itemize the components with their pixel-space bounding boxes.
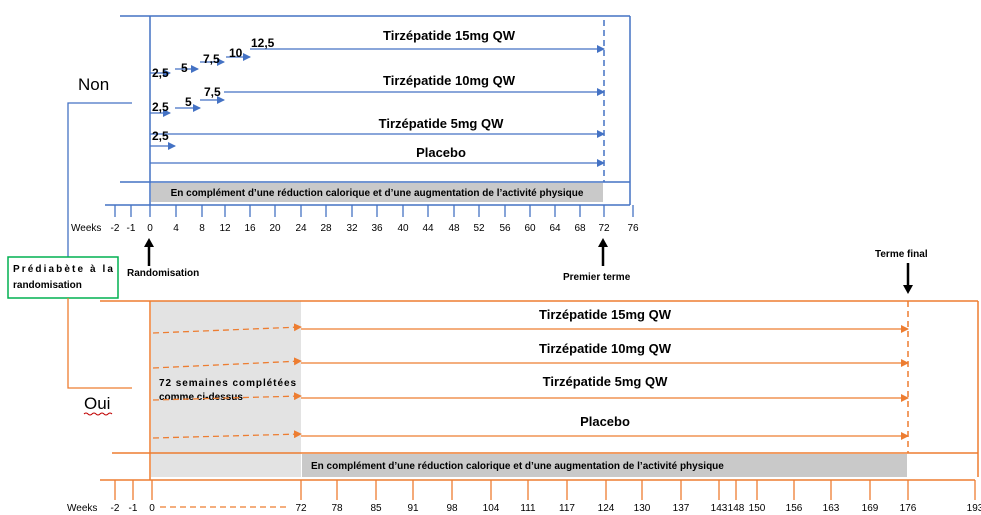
axis-tick-label: 32: [346, 223, 358, 234]
axis-tick-label: 117: [559, 503, 575, 514]
top-band-text: En complément d’une réduction calorique …: [171, 188, 584, 199]
arm-5mg-top: 2,5 Tirzépatide 5mg QW: [150, 116, 605, 150]
axis-tick-label: 68: [574, 223, 586, 234]
completed-text-line-1: 72 semaines complétées: [159, 378, 296, 389]
arm-label-15mg-bottom: Tirzépatide 15mg QW: [539, 307, 672, 322]
axis-tick-label: 16: [244, 223, 256, 234]
top-panel: En complément d’une réduction calorique …: [71, 15, 639, 234]
premier-terme-arrow-head: [598, 238, 608, 247]
arm-15mg-top: 2,5 5 7,5 10 12,5 Tirzépatide 15mg QW: [150, 28, 605, 80]
bottom-axis-ticks: [114, 480, 976, 500]
axis-tick-label: 150: [749, 503, 766, 514]
arm-label: Tirzépatide 5mg QW: [379, 116, 504, 131]
randomisation-label: Randomisation: [127, 268, 199, 279]
randomisation-arrow-head: [144, 238, 154, 247]
prediabetes-box: [7, 256, 119, 299]
axis-tick-label: -1: [129, 503, 138, 514]
axis-tick-label: 48: [448, 223, 460, 234]
arm-label-5mg-bottom: Tirzépatide 5mg QW: [543, 374, 668, 389]
top-axis-ticks: [114, 205, 634, 217]
axis-tick-label: 44: [422, 223, 434, 234]
arm-label: Tirzépatide 10mg QW: [383, 73, 516, 88]
dose-label: 2,5: [152, 129, 169, 143]
premier-terme-label: Premier terme: [563, 272, 631, 283]
axis-tick-label: 193: [967, 503, 981, 514]
dose-label: 2,5: [152, 66, 169, 80]
dose-label: 2,5: [152, 100, 169, 114]
completed-dashed-arrow: [152, 392, 302, 401]
axis-tick-label: 91: [407, 503, 419, 514]
completed-dashed-arrow: [152, 357, 302, 369]
arm-10mg-top: 2,5 5 7,5 Tirzépatide 10mg QW: [150, 73, 605, 117]
axis-tick-label: 98: [446, 503, 458, 514]
top-weeks-label: Weeks: [71, 223, 101, 234]
axis-tick-label: 40: [397, 223, 409, 234]
arm-placebo-top: Placebo: [150, 145, 605, 167]
axis-tick-label: 52: [473, 223, 485, 234]
oui-label: Oui: [84, 394, 110, 413]
axis-tick-label: 28: [320, 223, 332, 234]
axis-tick-label: 85: [370, 503, 382, 514]
axis-tick-label: 4: [173, 223, 179, 234]
top-band: [151, 183, 603, 202]
axis-tick-label: 148: [728, 503, 745, 514]
axis-tick-label: -2: [111, 223, 120, 234]
axis-tick-label: 76: [627, 223, 639, 234]
terme-final-label: Terme final: [875, 249, 928, 260]
arm-label: Tirzépatide 15mg QW: [383, 28, 516, 43]
axis-tick-label: -2: [111, 503, 120, 514]
dose-label: 12,5: [251, 36, 275, 50]
axis-tick-label: 78: [331, 503, 343, 514]
arm-label: Placebo: [416, 145, 466, 160]
axis-tick-label: 72: [295, 503, 307, 514]
bottom-axis-tick-labels: -2 -1 0 72 78 85 91 98 104 111 117 124 130 137 143 148 1…: [111, 503, 981, 514]
axis-tick-label: 12: [219, 223, 231, 234]
bottom-band-text: En complément d’une réduction calorique …: [311, 461, 724, 472]
axis-tick-label: 104: [483, 503, 500, 514]
axis-tick-label: 64: [549, 223, 561, 234]
arm-label-placebo-bottom: Placebo: [580, 414, 630, 429]
axis-tick-label: 137: [673, 503, 690, 514]
axis-tick-label: 72: [598, 223, 610, 234]
non-label: Non: [78, 75, 109, 94]
axis-tick-label: 8: [199, 223, 205, 234]
axis-tick-label: 20: [269, 223, 281, 234]
axis-tick-label: 156: [786, 503, 803, 514]
axis-tick-label: 56: [499, 223, 511, 234]
axis-tick-label: 124: [598, 503, 615, 514]
completed-dashed-arrow: [152, 430, 302, 439]
bottom-band: [302, 454, 907, 477]
axis-tick-label: 130: [634, 503, 651, 514]
bottom-weeks-label: Weeks: [67, 503, 97, 514]
axis-tick-label: 60: [524, 223, 536, 234]
arm-label-10mg-bottom: Tirzépatide 10mg QW: [539, 341, 672, 356]
dose-label: 7,5: [203, 52, 220, 66]
axis-tick-label: 176: [900, 503, 917, 514]
axis-tick-label: 143: [711, 503, 728, 514]
axis-tick-label: -1: [127, 223, 136, 234]
prediabetes-line-2: randomisation: [13, 280, 82, 291]
non-connector: [67, 102, 132, 258]
axis-tick-label: 111: [520, 503, 536, 514]
dose-label: 5: [181, 61, 188, 75]
top-axis-tick-labels: -2 -1 0 4 8 12 16 20 24 28 32 36 40 44 48 52 56 60 64 68 72 7…: [111, 223, 639, 234]
terme-final-arrow-head: [903, 285, 913, 294]
axis-tick-label: 24: [295, 223, 307, 234]
dose-label: 7,5: [204, 85, 221, 99]
axis-tick-label: 36: [371, 223, 383, 234]
axis-tick-label: 169: [862, 503, 879, 514]
dose-label: 5: [185, 95, 192, 109]
completed-dashed-arrow: [152, 323, 302, 334]
oui-connector: [67, 298, 132, 389]
completed-text-line-2: comme ci-dessus: [159, 392, 243, 403]
oui-spellcheck-underline: [83, 412, 113, 416]
dose-label: 10: [229, 46, 243, 60]
axis-tick-label: 0: [149, 503, 155, 514]
axis-tick-label: 0: [147, 223, 153, 234]
bottom-panel: 72 semaines complétées comme ci-dessus E…: [67, 300, 981, 514]
axis-tick-label: 163: [823, 503, 840, 514]
